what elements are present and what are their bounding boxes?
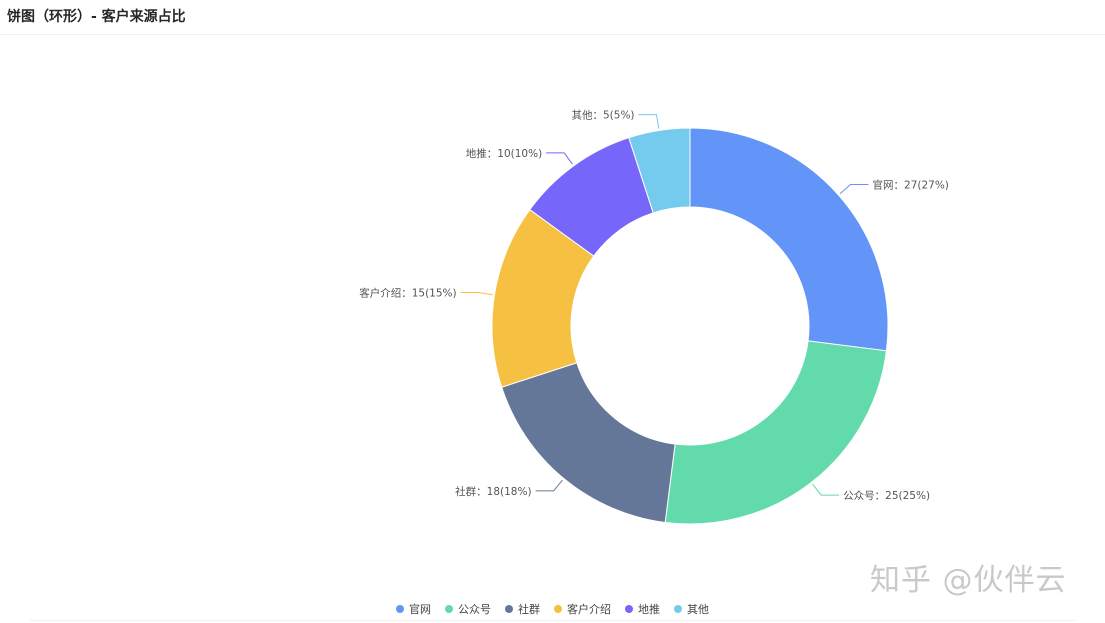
legend-item-5[interactable]: 其他 [674,601,709,617]
legend-dot-icon [505,605,513,613]
slice-label-3: 客户介绍：15(15%) [359,287,456,300]
bottom-divider [30,620,1075,621]
chart-legend: 官网 公众号 社群 客户介绍 地推 其他 [0,601,1105,617]
leader-line-3 [460,292,493,296]
leader-line-0 [839,183,869,195]
slice-label-4: 地推：10(10%) [466,147,542,160]
legend-item-4[interactable]: 地推 [625,601,660,617]
legend-label: 社群 [518,603,540,616]
slice-5[interactable] [628,127,691,214]
legend-label: 地推 [638,603,660,616]
legend-label: 公众号 [458,603,491,616]
leader-line-5 [638,114,660,129]
leader-line-4 [546,152,573,165]
slice-label-5: 其他：5(5%) [571,109,634,122]
slice-label-2: 社群：18(18%) [455,485,531,498]
legend-label: 官网 [409,603,431,616]
legend-label: 其他 [687,603,709,616]
legend-item-0[interactable]: 官网 [396,601,431,617]
legend-label: 客户介绍 [567,603,611,616]
legend-dot-icon [445,605,453,613]
slice-0[interactable] [689,127,889,352]
slice-1[interactable] [664,340,887,525]
slice-2[interactable] [501,362,676,523]
legend-dot-icon [674,605,682,613]
watermark: 知乎 @伙伴云 [870,563,1067,598]
legend-dot-icon [554,605,562,613]
legend-item-3[interactable]: 客户介绍 [554,601,611,617]
legend-dot-icon [396,605,404,613]
legend-item-2[interactable]: 社群 [505,601,540,617]
leader-line-1 [812,483,840,496]
leader-line-2 [535,479,563,492]
legend-dot-icon [625,605,633,613]
slice-label-0: 官网：27(27%) [873,178,949,191]
chart-header: 饼图（环形）- 客户来源占比 [0,0,1105,35]
legend-item-1[interactable]: 公众号 [445,601,491,617]
slice-label-1: 公众号：25(25%) [843,490,930,502]
page-title: 饼图（环形）- 客户来源占比 [7,9,186,25]
